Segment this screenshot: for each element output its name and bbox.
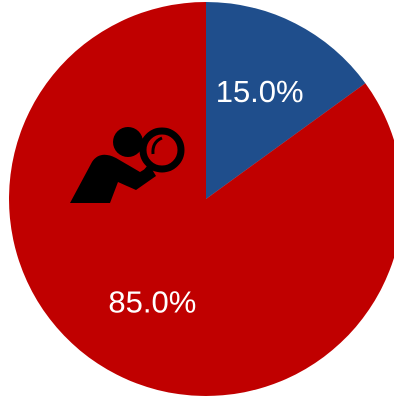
investigator-icon [70, 127, 185, 203]
icon-body [70, 154, 156, 203]
labels: 15.0% 85.0% [108, 74, 303, 320]
icon-lens [139, 127, 185, 173]
pie-slice [9, 2, 394, 396]
pie-slice [206, 2, 366, 199]
icon-head [113, 127, 143, 157]
value-label: 15.0% [216, 74, 304, 109]
icon-glint [151, 136, 163, 155]
value-label: 85.0% [108, 285, 196, 320]
slices [9, 2, 394, 396]
icon-handle [134, 164, 154, 186]
